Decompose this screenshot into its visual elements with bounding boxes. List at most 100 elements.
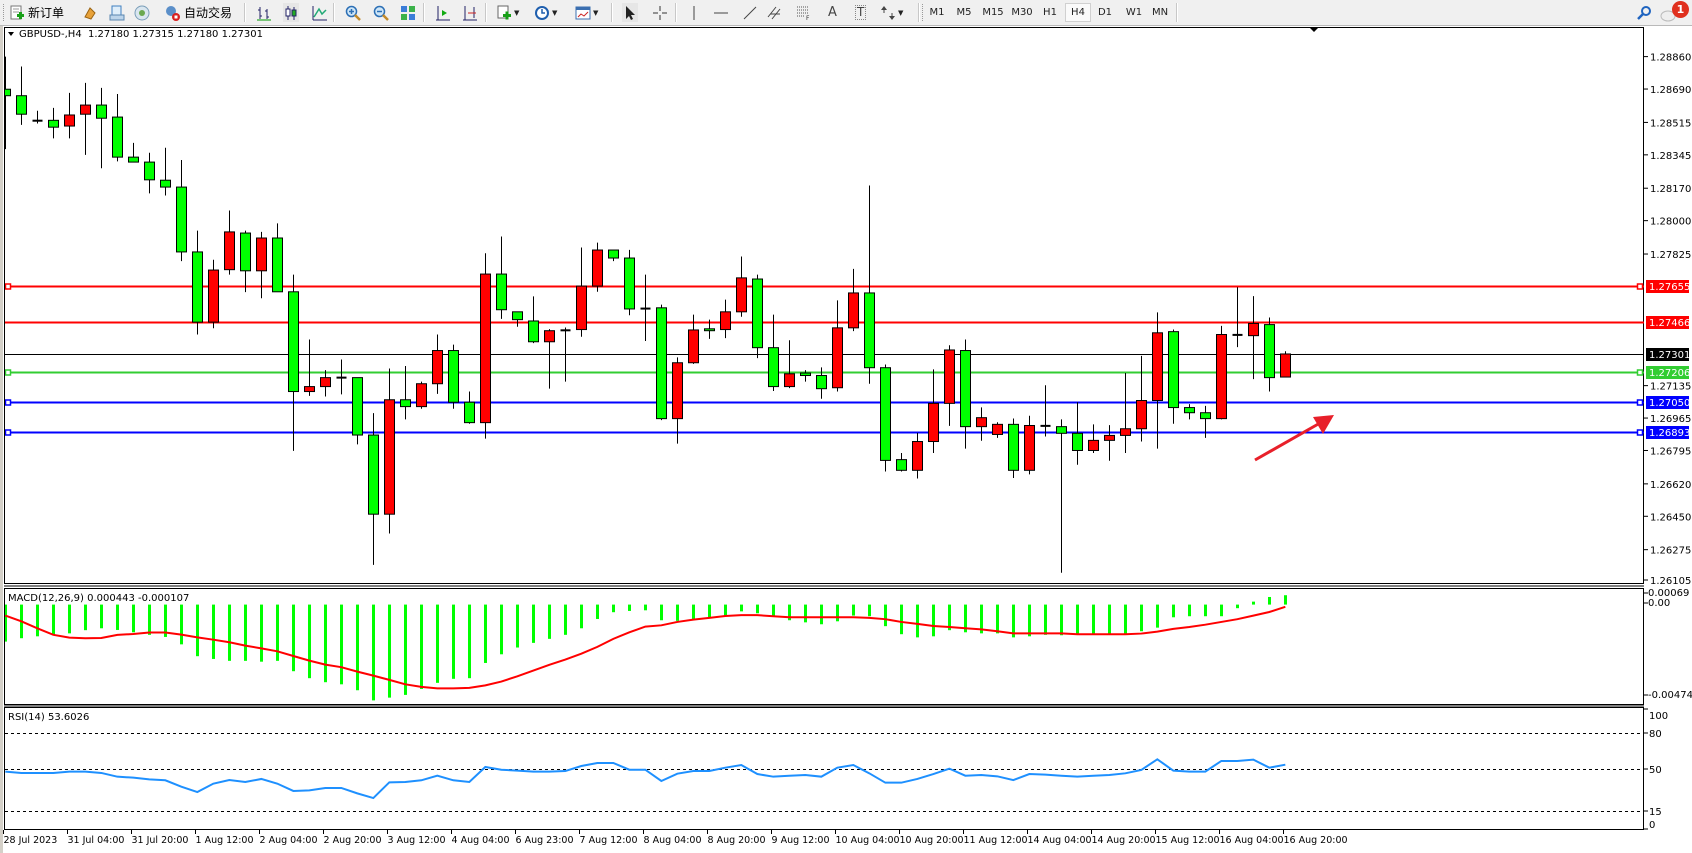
price-axis[interactable]: 1.28860 1.28690 1.28515 1.28345 1.28170 1.280… — [1644, 53, 1691, 587]
equidistant-channel-button[interactable] — [767, 3, 783, 22]
periods-button[interactable]: ▼ — [534, 3, 557, 22]
line-anchor-handle[interactable] — [5, 399, 12, 406]
rsi-line — [5, 758, 1286, 800]
candle-body — [1072, 432, 1083, 451]
timeframe-d1[interactable]: D1 — [1097, 7, 1113, 18]
price-pane[interactable] — [1, 56, 1645, 573]
fibonacci-button[interactable]: F — [796, 3, 812, 22]
timeframe-m30[interactable]: M30 — [1011, 7, 1033, 18]
line-chart-button[interactable] — [312, 3, 328, 22]
candle-23 — [368, 413, 379, 565]
candle-42 — [672, 357, 683, 444]
toolbar-separator — [918, 3, 920, 22]
text-label-button[interactable]: T — [855, 3, 867, 22]
macd-histogram-bar-16 — [260, 604, 263, 662]
chart-shift-marker-icon[interactable] — [1309, 27, 1319, 32]
line-anchor-handle[interactable] — [1636, 369, 1644, 376]
new-order-button[interactable]: 新订单 — [9, 3, 64, 22]
candle-body — [1104, 434, 1115, 441]
auto-scroll-button[interactable] — [462, 3, 478, 22]
timeframe-mn[interactable]: MN — [1151, 7, 1169, 18]
notification-badge[interactable]: 1 — [1672, 1, 1689, 18]
candle-body — [480, 273, 491, 424]
tile-windows-button[interactable] — [400, 3, 416, 22]
rsi-pane[interactable] — [5, 733, 1644, 812]
candle-57 — [912, 432, 923, 479]
time-label: 9 Aug 12:00 — [772, 835, 830, 846]
price-tick-label: 1.27825 — [1650, 250, 1691, 261]
line-anchor-handle[interactable] — [1636, 283, 1644, 290]
price-tick-label: 1.28000 — [1650, 217, 1691, 228]
rsi-axis-label: 0 — [1649, 820, 1655, 831]
timeframe-m15[interactable]: M15 — [982, 7, 1004, 18]
candlestick-chart-button[interactable] — [283, 3, 299, 22]
dropdown-arrow-icon: ▼ — [898, 8, 904, 17]
timeframe-h4[interactable]: H4 — [1065, 3, 1091, 22]
candle-body — [1184, 407, 1195, 414]
candle-body — [576, 285, 587, 331]
macd-histogram-bar-66 — [1060, 604, 1063, 636]
navigator-button[interactable] — [109, 3, 125, 22]
candle-18 — [288, 274, 299, 451]
horizontal-line-button[interactable] — [713, 3, 729, 22]
vertical-line-button[interactable] — [686, 3, 702, 22]
red-arrow-annotation[interactable] — [1254, 415, 1334, 462]
price-label-box — [1646, 348, 1689, 361]
search-button[interactable] — [1636, 3, 1652, 22]
macd-histogram-bar-21 — [340, 604, 343, 685]
candle-79 — [1264, 317, 1275, 392]
macd-histogram-bar-38 — [612, 604, 615, 613]
macd-histogram-bar-51 — [820, 604, 823, 625]
price-label-box — [1646, 280, 1689, 293]
data-window-button[interactable] — [134, 3, 150, 22]
indicators-button[interactable]: ▼ — [496, 3, 519, 22]
time-axis[interactable]: 28 Jul 2023 31 Jul 04:00 31 Jul 20:00 1 Aug… — [3, 830, 1348, 846]
time-label: 4 Aug 04:00 — [452, 835, 510, 846]
candle-22 — [352, 377, 363, 445]
line-anchor-handle[interactable] — [5, 429, 12, 436]
macd-histogram-bar-3 — [52, 604, 55, 635]
toolbar-grip[interactable] — [922, 4, 925, 21]
zoom-out-button[interactable] — [373, 3, 389, 22]
candle-29 — [464, 391, 475, 424]
market-watch-button[interactable] — [82, 3, 98, 22]
zoom-in-button[interactable] — [345, 3, 361, 22]
crosshair-button[interactable] — [652, 3, 668, 22]
line-anchor-handle[interactable] — [5, 283, 12, 290]
text-button[interactable]: A — [828, 3, 837, 22]
candle-52 — [832, 300, 843, 392]
macd-histogram-bar-78 — [1252, 601, 1255, 605]
macd-histogram-bar-49 — [788, 604, 791, 621]
candle-body — [400, 399, 411, 408]
main-pane-frame — [4, 27, 1644, 584]
timeframe-m1[interactable]: M1 — [929, 7, 945, 18]
chart-shift-button[interactable] — [435, 3, 451, 22]
macd-histogram-bar-43 — [692, 604, 695, 619]
templates-button[interactable]: ▼ — [575, 3, 598, 22]
autotrade-button[interactable]: 自动交易 — [164, 3, 232, 22]
time-label: 6 Aug 23:00 — [516, 835, 574, 846]
macd-histogram-bar-34 — [548, 604, 551, 639]
time-label: 14 Aug 20:00 — [1092, 835, 1156, 846]
line-anchor-handle[interactable] — [1636, 429, 1644, 436]
macd-pane[interactable] — [4, 595, 1287, 701]
rsi-axis-label: 80 — [1649, 729, 1662, 740]
line-anchor-handle[interactable] — [5, 369, 12, 376]
cursor-button[interactable] — [622, 3, 638, 22]
autotrade-icon — [164, 5, 180, 21]
toolbar-grip[interactable] — [3, 4, 6, 21]
collapse-triangle-icon[interactable] — [8, 32, 14, 36]
toolbar-separator — [1176, 3, 1178, 22]
arrows-button[interactable]: ▼ — [880, 3, 903, 22]
bar-chart-button[interactable] — [256, 3, 272, 22]
timeframe-w1[interactable]: W1 — [1125, 7, 1143, 18]
candle-53 — [848, 268, 859, 332]
candle-2 — [32, 110, 43, 124]
line-anchor-handle[interactable] — [1636, 399, 1644, 406]
trendline-button[interactable] — [742, 3, 758, 22]
timeframe-m5[interactable]: M5 — [956, 7, 972, 18]
macd-histogram-bar-65 — [1044, 604, 1047, 635]
timeframe-h1[interactable]: H1 — [1043, 7, 1057, 18]
price-tick-label: 1.28170 — [1650, 184, 1691, 195]
